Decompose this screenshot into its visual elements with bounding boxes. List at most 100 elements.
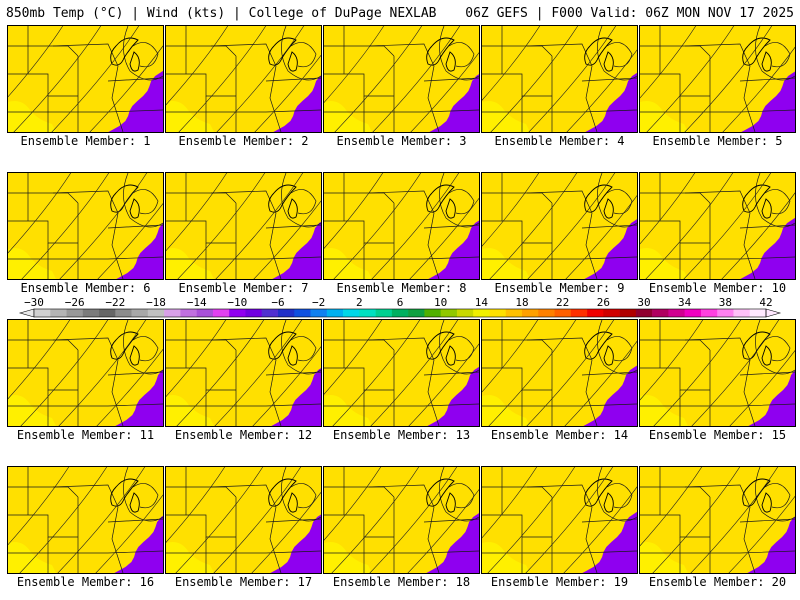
- colorbar-tick-label: −14: [186, 296, 207, 309]
- great-lakes-outline: [268, 184, 298, 219]
- temperature-field: [8, 467, 163, 573]
- state-border: [324, 256, 479, 260]
- colorbar-segment: [522, 309, 539, 317]
- isotherm-contour: [369, 467, 458, 573]
- colorbar-tick-label: 14: [474, 296, 488, 309]
- state-border: [684, 484, 756, 573]
- state-border: [281, 320, 321, 375]
- isotherm-contour: [640, 26, 697, 99]
- temperature-colorbar: [18, 308, 782, 318]
- state-border: [439, 173, 479, 228]
- isotherm-contour: [646, 26, 735, 132]
- isotherm-contour: [722, 46, 795, 132]
- ensemble-member-map: [323, 319, 480, 427]
- isotherm-contour: [528, 26, 617, 132]
- colorbar-segment: [505, 309, 523, 317]
- temperature-field: [640, 26, 795, 132]
- colorbar-tick-label: −2: [312, 296, 326, 309]
- colorbar-segment: [164, 309, 181, 317]
- colorbar-segment: [473, 309, 490, 317]
- state-border: [640, 550, 795, 554]
- isotherm-contour: [97, 203, 163, 279]
- state-border: [423, 77, 479, 82]
- isotherm-contour: [13, 26, 102, 132]
- state-border: [640, 403, 795, 407]
- temperature-band: [482, 320, 637, 426]
- state-border: [210, 43, 282, 132]
- state-border: [132, 483, 159, 509]
- colorbar-segment: [229, 309, 246, 317]
- colorbar-segment: [245, 309, 263, 317]
- isotherm-contour: [482, 26, 541, 101]
- warm-region: [324, 542, 372, 573]
- state-border: [123, 320, 163, 375]
- colorbar-segment: [619, 309, 637, 317]
- state-border: [166, 403, 321, 407]
- isotherm-contour: [213, 467, 302, 573]
- isotherm-contour: [482, 467, 538, 539]
- ensemble-member-map: [165, 172, 322, 280]
- temperature-field: [324, 173, 479, 279]
- colorbar-segment: [375, 309, 393, 317]
- isotherm-contour: [20, 320, 109, 426]
- temperature-field: [166, 467, 321, 573]
- great-lakes-outline: [742, 184, 772, 219]
- state-border: [606, 189, 633, 215]
- state-border: [166, 486, 237, 498]
- temperature-field: [166, 173, 321, 279]
- isotherm-contour: [645, 173, 734, 279]
- state-border: [764, 336, 791, 362]
- ensemble-member-map: [7, 25, 164, 133]
- state-border: [52, 43, 124, 132]
- state-border: [439, 320, 479, 375]
- state-border: [123, 26, 163, 81]
- state-border: [739, 77, 795, 82]
- ensemble-member-label: Ensemble Member: 17: [174, 575, 313, 589]
- isotherm-contour: [728, 495, 795, 573]
- ensemble-member-map: [323, 172, 480, 280]
- isotherm-contour: [215, 173, 304, 279]
- state-border: [166, 256, 321, 260]
- state-border: [482, 45, 553, 57]
- colorbar-tick-label: 42: [759, 296, 773, 309]
- state-border: [526, 337, 598, 426]
- temperature-band: [8, 467, 163, 573]
- state-border: [482, 339, 553, 351]
- ensemble-member-map: [7, 172, 164, 280]
- state-border: [8, 550, 163, 554]
- colorbar-tick-label: 22: [556, 296, 570, 309]
- isotherm-contour: [482, 320, 539, 393]
- ensemble-member-label: Ensemble Member: 8: [336, 281, 467, 295]
- great-lakes-outline: [110, 331, 140, 366]
- state-border: [281, 467, 321, 522]
- ensemble-member-map: [165, 25, 322, 133]
- state-border: [640, 256, 795, 260]
- state-border: [368, 190, 440, 279]
- temperature-field: [324, 320, 479, 426]
- isotherm-contour: [409, 197, 479, 279]
- isotherm-contour: [51, 26, 140, 132]
- state-border: [439, 26, 479, 81]
- colorbar-segment: [538, 309, 555, 317]
- isotherm-contour: [8, 173, 72, 254]
- state-border: [482, 109, 637, 113]
- isotherm-contour: [332, 320, 421, 426]
- state-border: [290, 189, 317, 215]
- state-border: [482, 486, 553, 498]
- ensemble-member-label: Ensemble Member: 13: [332, 428, 471, 442]
- colorbar-tick-label: 10: [434, 296, 448, 309]
- isotherm-contour: [324, 467, 382, 541]
- state-border: [210, 190, 282, 279]
- ensemble-member-label: Ensemble Member: 11: [16, 428, 155, 442]
- isotherm-contour: [178, 26, 267, 132]
- state-border: [755, 26, 795, 81]
- colorbar-segment: [310, 309, 328, 317]
- temperature-band: [166, 173, 321, 279]
- ensemble-member-map: [481, 172, 638, 280]
- temperature-field: [8, 26, 163, 132]
- ensemble-member-map: [7, 319, 164, 427]
- colorbar-segment: [326, 309, 344, 317]
- state-border: [597, 467, 637, 522]
- state-border: [423, 518, 479, 523]
- great-lakes-outline: [268, 331, 298, 366]
